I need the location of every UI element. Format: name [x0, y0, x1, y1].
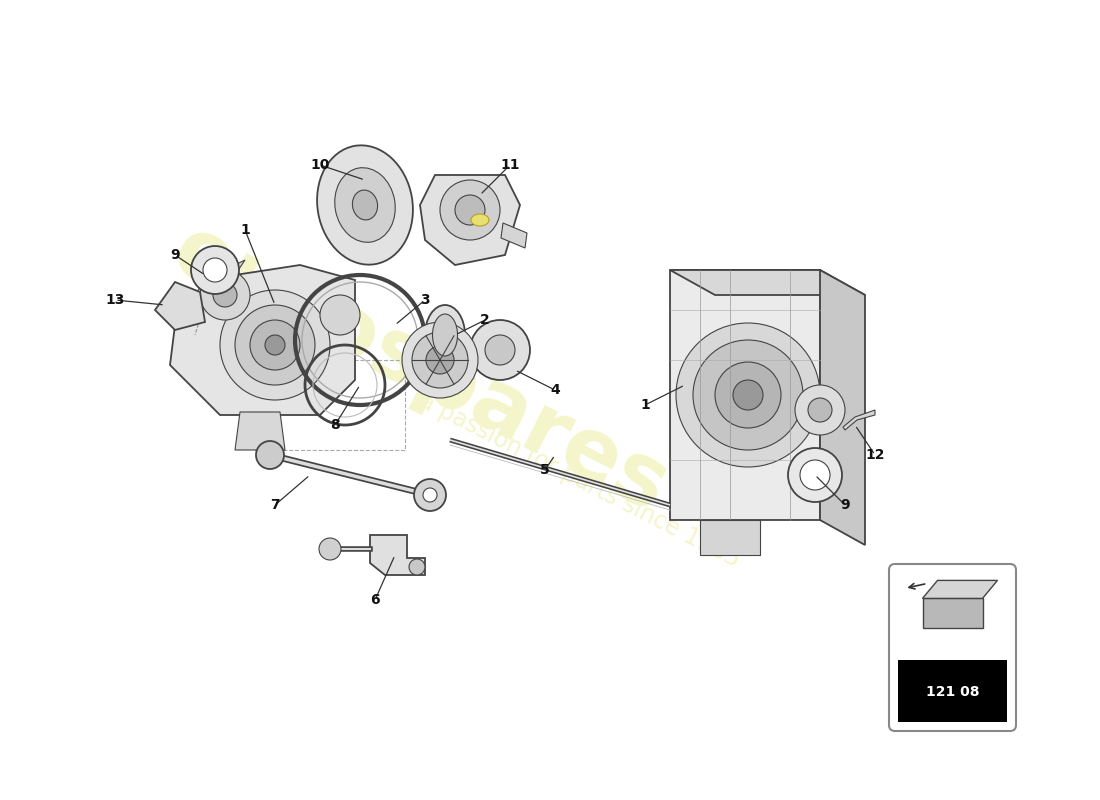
Circle shape — [402, 322, 478, 398]
Bar — [898, 660, 1006, 722]
Polygon shape — [700, 520, 760, 555]
Circle shape — [235, 305, 315, 385]
Circle shape — [715, 362, 781, 428]
Text: a passion for parts since 1985: a passion for parts since 1985 — [416, 388, 745, 572]
Polygon shape — [843, 410, 874, 430]
Text: 121 08: 121 08 — [926, 686, 979, 699]
Polygon shape — [235, 412, 285, 450]
Circle shape — [319, 538, 341, 560]
Circle shape — [412, 332, 468, 388]
Circle shape — [204, 258, 227, 282]
Circle shape — [409, 559, 425, 575]
FancyBboxPatch shape — [889, 564, 1016, 731]
Circle shape — [795, 385, 845, 435]
Circle shape — [424, 488, 437, 502]
Ellipse shape — [334, 168, 395, 242]
Circle shape — [265, 335, 285, 355]
Text: 12: 12 — [866, 448, 884, 462]
Polygon shape — [195, 260, 245, 295]
Text: 10: 10 — [310, 158, 330, 172]
Text: 1: 1 — [240, 223, 250, 237]
Circle shape — [676, 323, 820, 467]
Ellipse shape — [317, 146, 412, 265]
Text: 2: 2 — [480, 313, 490, 327]
Circle shape — [220, 290, 330, 400]
Text: 7: 7 — [271, 498, 279, 512]
Text: 11: 11 — [500, 158, 519, 172]
Polygon shape — [670, 270, 820, 520]
Circle shape — [788, 448, 842, 502]
Circle shape — [455, 195, 485, 225]
Polygon shape — [500, 223, 527, 248]
Polygon shape — [923, 581, 998, 598]
Ellipse shape — [471, 214, 490, 226]
Polygon shape — [370, 535, 425, 575]
Text: 8: 8 — [330, 418, 340, 432]
Circle shape — [200, 270, 250, 320]
Polygon shape — [820, 270, 865, 545]
Circle shape — [191, 246, 239, 294]
Circle shape — [470, 320, 530, 380]
Circle shape — [733, 380, 763, 410]
Circle shape — [320, 295, 360, 335]
Circle shape — [426, 346, 454, 374]
Text: 6: 6 — [371, 593, 380, 607]
Polygon shape — [670, 270, 865, 295]
Circle shape — [213, 283, 236, 307]
Circle shape — [250, 320, 300, 370]
Polygon shape — [420, 175, 520, 265]
Circle shape — [485, 335, 515, 365]
Circle shape — [414, 479, 446, 511]
Polygon shape — [170, 265, 355, 415]
Text: 3: 3 — [420, 293, 430, 307]
Polygon shape — [155, 282, 205, 330]
Text: 5: 5 — [540, 463, 550, 477]
Ellipse shape — [352, 190, 377, 220]
Text: 9: 9 — [840, 498, 850, 512]
Circle shape — [693, 340, 803, 450]
Circle shape — [800, 460, 830, 490]
Text: 1: 1 — [640, 398, 650, 412]
Text: 9: 9 — [170, 248, 179, 262]
Ellipse shape — [425, 305, 465, 365]
Circle shape — [808, 398, 832, 422]
Bar — [923, 598, 982, 629]
Ellipse shape — [432, 314, 458, 356]
Text: eurospares: eurospares — [158, 210, 682, 530]
Text: 13: 13 — [106, 293, 124, 307]
Circle shape — [256, 441, 284, 469]
Text: 4: 4 — [550, 383, 560, 397]
Circle shape — [440, 180, 500, 240]
